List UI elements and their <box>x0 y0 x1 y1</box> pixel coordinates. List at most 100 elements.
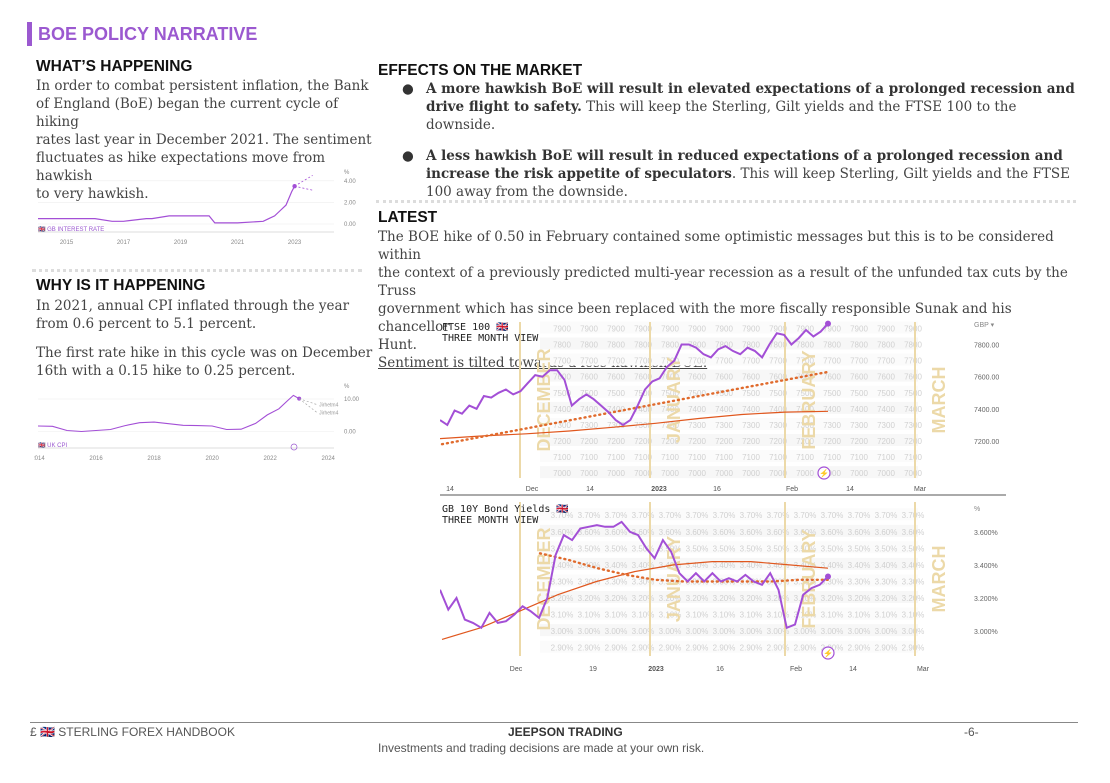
grid-value: 3.60% <box>605 528 628 537</box>
bullet-bold: A less hawkish BoE will result in reduce… <box>426 148 1063 182</box>
grid-value: 3.10% <box>578 611 601 620</box>
page-number: -6- <box>964 725 979 739</box>
grid-value: 7700 <box>850 357 868 366</box>
grid-value: 7000 <box>715 469 733 478</box>
grid-value: 7900 <box>715 324 733 333</box>
x-tick-label: Feb <box>786 486 798 493</box>
bullet-icon: ● <box>402 81 414 97</box>
y-tick-label: 10.00 <box>344 397 360 403</box>
grid-value: 7600 <box>715 373 733 382</box>
grid-band <box>540 607 918 620</box>
footer-handbook: £ 🇬🇧 STERLING FOREX HANDBOOK <box>30 725 235 739</box>
grid-value: 7500 <box>688 389 706 398</box>
grid-value: 7900 <box>877 324 895 333</box>
grid-value: 7800 <box>796 341 814 350</box>
grid-value: 3.50% <box>578 544 601 553</box>
bond-yields-chart: 3.70% 3.70% 3.70% 3.70% 3.70% 3.70% 3.70% 3.70%… <box>440 502 998 673</box>
grid-value: 3.30% <box>632 577 655 586</box>
x-tick-label: 14 <box>849 666 857 673</box>
list-item: ● A less hawkish BoE will result in redu… <box>378 147 1078 201</box>
grid-value: 7600 <box>877 373 895 382</box>
grid-value: 3.10% <box>767 611 790 620</box>
grid-band <box>540 353 918 366</box>
x-tick-label: 16 <box>713 486 721 493</box>
effects-heading: EFFECTS ON THE MARKET <box>378 62 583 79</box>
text-line: of England (BoE) began the current cycle… <box>36 96 339 130</box>
grid-value: 7400 <box>688 405 706 414</box>
grid-value: 3.20% <box>686 594 709 603</box>
month-watermark: FEBRUARY <box>799 529 819 628</box>
grid-value: 7100 <box>904 453 922 462</box>
grid-value: 7100 <box>877 453 895 462</box>
trend-line <box>538 552 830 583</box>
x-tick-label: Dec <box>526 486 539 493</box>
grid-value: 3.10% <box>659 611 682 620</box>
ftse-title: FTSE 100 🇬🇧 THREE MONTH VIEW <box>442 322 538 344</box>
divider <box>32 269 362 272</box>
grid-value: 2.90% <box>713 644 736 653</box>
grid-value: 3.40% <box>902 561 925 570</box>
month-watermark: MARCH <box>929 367 949 434</box>
grid-value: 7300 <box>850 421 868 430</box>
grid-value: 3.50% <box>740 544 763 553</box>
month-watermark: FEBRUARY <box>799 350 819 449</box>
grid-value: 7800 <box>580 341 598 350</box>
grid-value: 3.20% <box>659 594 682 603</box>
latest-heading: LATEST <box>378 209 438 226</box>
grid-value: 7500 <box>877 389 895 398</box>
grid-value: 7000 <box>796 469 814 478</box>
grid-value: 3.50% <box>821 544 844 553</box>
grid-value: 7300 <box>661 421 679 430</box>
grid-value: 3.10% <box>551 611 574 620</box>
grid-value: 3.60% <box>686 528 709 537</box>
grid-value: 3.40% <box>767 561 790 570</box>
grid-value: 7400 <box>553 405 571 414</box>
bullet-bold: A more hawkish BoE will result in elevat… <box>426 81 1075 115</box>
y-tick-label: 7200.00 <box>974 439 999 446</box>
grid-value: 3.20% <box>713 594 736 603</box>
grid-value: 3.40% <box>632 561 655 570</box>
grid-value: 7400 <box>580 405 598 414</box>
text-line: rates last year in December 2021. The se… <box>36 132 372 148</box>
grid-value: 7100 <box>580 453 598 462</box>
x-tick-label: 14 <box>586 486 594 493</box>
yield-endpoint <box>825 573 831 580</box>
chart-title: 🇬🇧 UK CPI <box>38 441 67 449</box>
grid-value: 7300 <box>823 421 841 430</box>
grid-value: 3.70% <box>821 511 844 520</box>
grid-value: 3.70% <box>902 511 925 520</box>
grid-value: 7000 <box>742 469 760 478</box>
grid-value: 7900 <box>607 324 625 333</box>
x-tick-label: 2023 <box>288 240 302 246</box>
y-tick-label: 4.00 <box>344 179 356 185</box>
grid-value: 7200 <box>850 437 868 446</box>
grid-value: 3.30% <box>659 577 682 586</box>
grid-value: 3.70% <box>605 511 628 520</box>
grid-value: 7700 <box>769 357 787 366</box>
x-tick-label: 2020 <box>205 456 219 462</box>
grid-value: 3.00% <box>632 627 655 636</box>
grid-value: 7700 <box>904 357 922 366</box>
grid-value: 3.30% <box>875 577 898 586</box>
y-unit: % <box>344 170 350 176</box>
grid-value: 7200 <box>877 437 895 446</box>
grid-value: 3.50% <box>713 544 736 553</box>
grid-value: 3.40% <box>794 561 817 570</box>
grid-value: 3.60% <box>767 528 790 537</box>
x-tick-label: 14 <box>846 486 854 493</box>
grid-value: 3.50% <box>848 544 871 553</box>
why-text: In 2021, annual CPI inflated through the… <box>36 297 376 380</box>
text-line: The BOE hike of 0.50 in February contain… <box>378 229 1054 263</box>
grid-value: 7600 <box>688 373 706 382</box>
y-tick-label: 0.00 <box>344 430 356 436</box>
grid-value: 7200 <box>904 437 922 446</box>
whats-happening-text: In order to combat persistent inflation,… <box>36 77 376 203</box>
grid-value: 7500 <box>742 389 760 398</box>
grid-value: 3.70% <box>767 511 790 520</box>
grid-value: 7800 <box>850 341 868 350</box>
grid-value: 3.30% <box>821 577 844 586</box>
grid-value: 3.20% <box>902 594 925 603</box>
grid-value: 7800 <box>607 341 625 350</box>
grid-value: 7800 <box>688 341 706 350</box>
ftse-series <box>440 322 829 427</box>
